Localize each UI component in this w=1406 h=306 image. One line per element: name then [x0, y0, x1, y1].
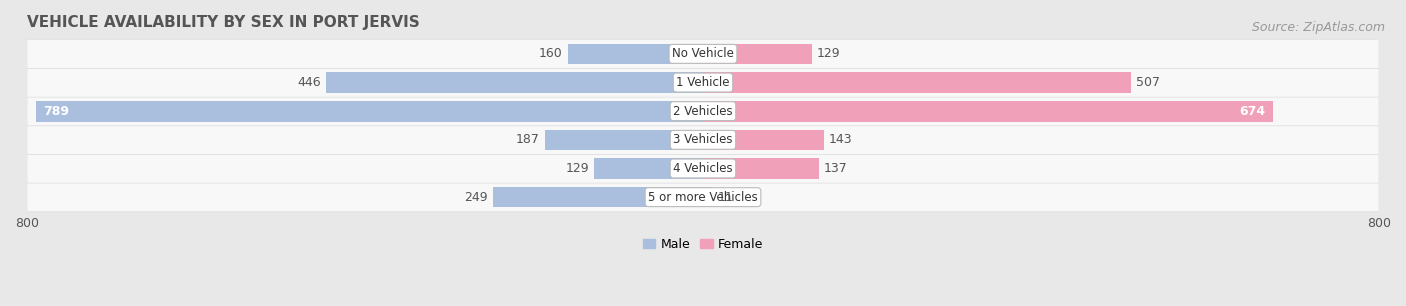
- Bar: [703, 101, 1272, 121]
- Text: 249: 249: [464, 191, 488, 204]
- Bar: [546, 129, 703, 150]
- Text: Source: ZipAtlas.com: Source: ZipAtlas.com: [1251, 21, 1385, 34]
- Bar: [492, 187, 703, 207]
- Text: VEHICLE AVAILABILITY BY SEX IN PORT JERVIS: VEHICLE AVAILABILITY BY SEX IN PORT JERV…: [27, 15, 420, 30]
- Text: No Vehicle: No Vehicle: [672, 47, 734, 60]
- Text: 5 or more Vehicles: 5 or more Vehicles: [648, 191, 758, 204]
- Bar: [703, 43, 813, 64]
- FancyBboxPatch shape: [27, 97, 1379, 126]
- Text: 129: 129: [817, 47, 841, 60]
- Text: 789: 789: [44, 105, 69, 118]
- FancyBboxPatch shape: [27, 125, 1379, 155]
- Text: 4 Vehicles: 4 Vehicles: [673, 162, 733, 175]
- Text: 129: 129: [565, 162, 589, 175]
- Text: 187: 187: [516, 133, 540, 146]
- Bar: [568, 43, 703, 64]
- Legend: Male, Female: Male, Female: [638, 233, 768, 256]
- Text: 507: 507: [1136, 76, 1160, 89]
- Text: 446: 446: [298, 76, 321, 89]
- Text: 11: 11: [717, 191, 733, 204]
- FancyBboxPatch shape: [27, 183, 1379, 212]
- Bar: [703, 129, 824, 150]
- Text: 1 Vehicle: 1 Vehicle: [676, 76, 730, 89]
- Text: 160: 160: [538, 47, 562, 60]
- Bar: [703, 158, 818, 179]
- Text: 674: 674: [1240, 105, 1265, 118]
- Bar: [37, 101, 703, 121]
- Text: 2 Vehicles: 2 Vehicles: [673, 105, 733, 118]
- Text: 3 Vehicles: 3 Vehicles: [673, 133, 733, 146]
- Bar: [593, 158, 703, 179]
- Bar: [703, 187, 713, 207]
- Bar: [326, 72, 703, 93]
- FancyBboxPatch shape: [27, 68, 1379, 97]
- Text: 143: 143: [830, 133, 852, 146]
- Bar: [703, 72, 1132, 93]
- Text: 137: 137: [824, 162, 848, 175]
- FancyBboxPatch shape: [27, 39, 1379, 69]
- FancyBboxPatch shape: [27, 154, 1379, 183]
